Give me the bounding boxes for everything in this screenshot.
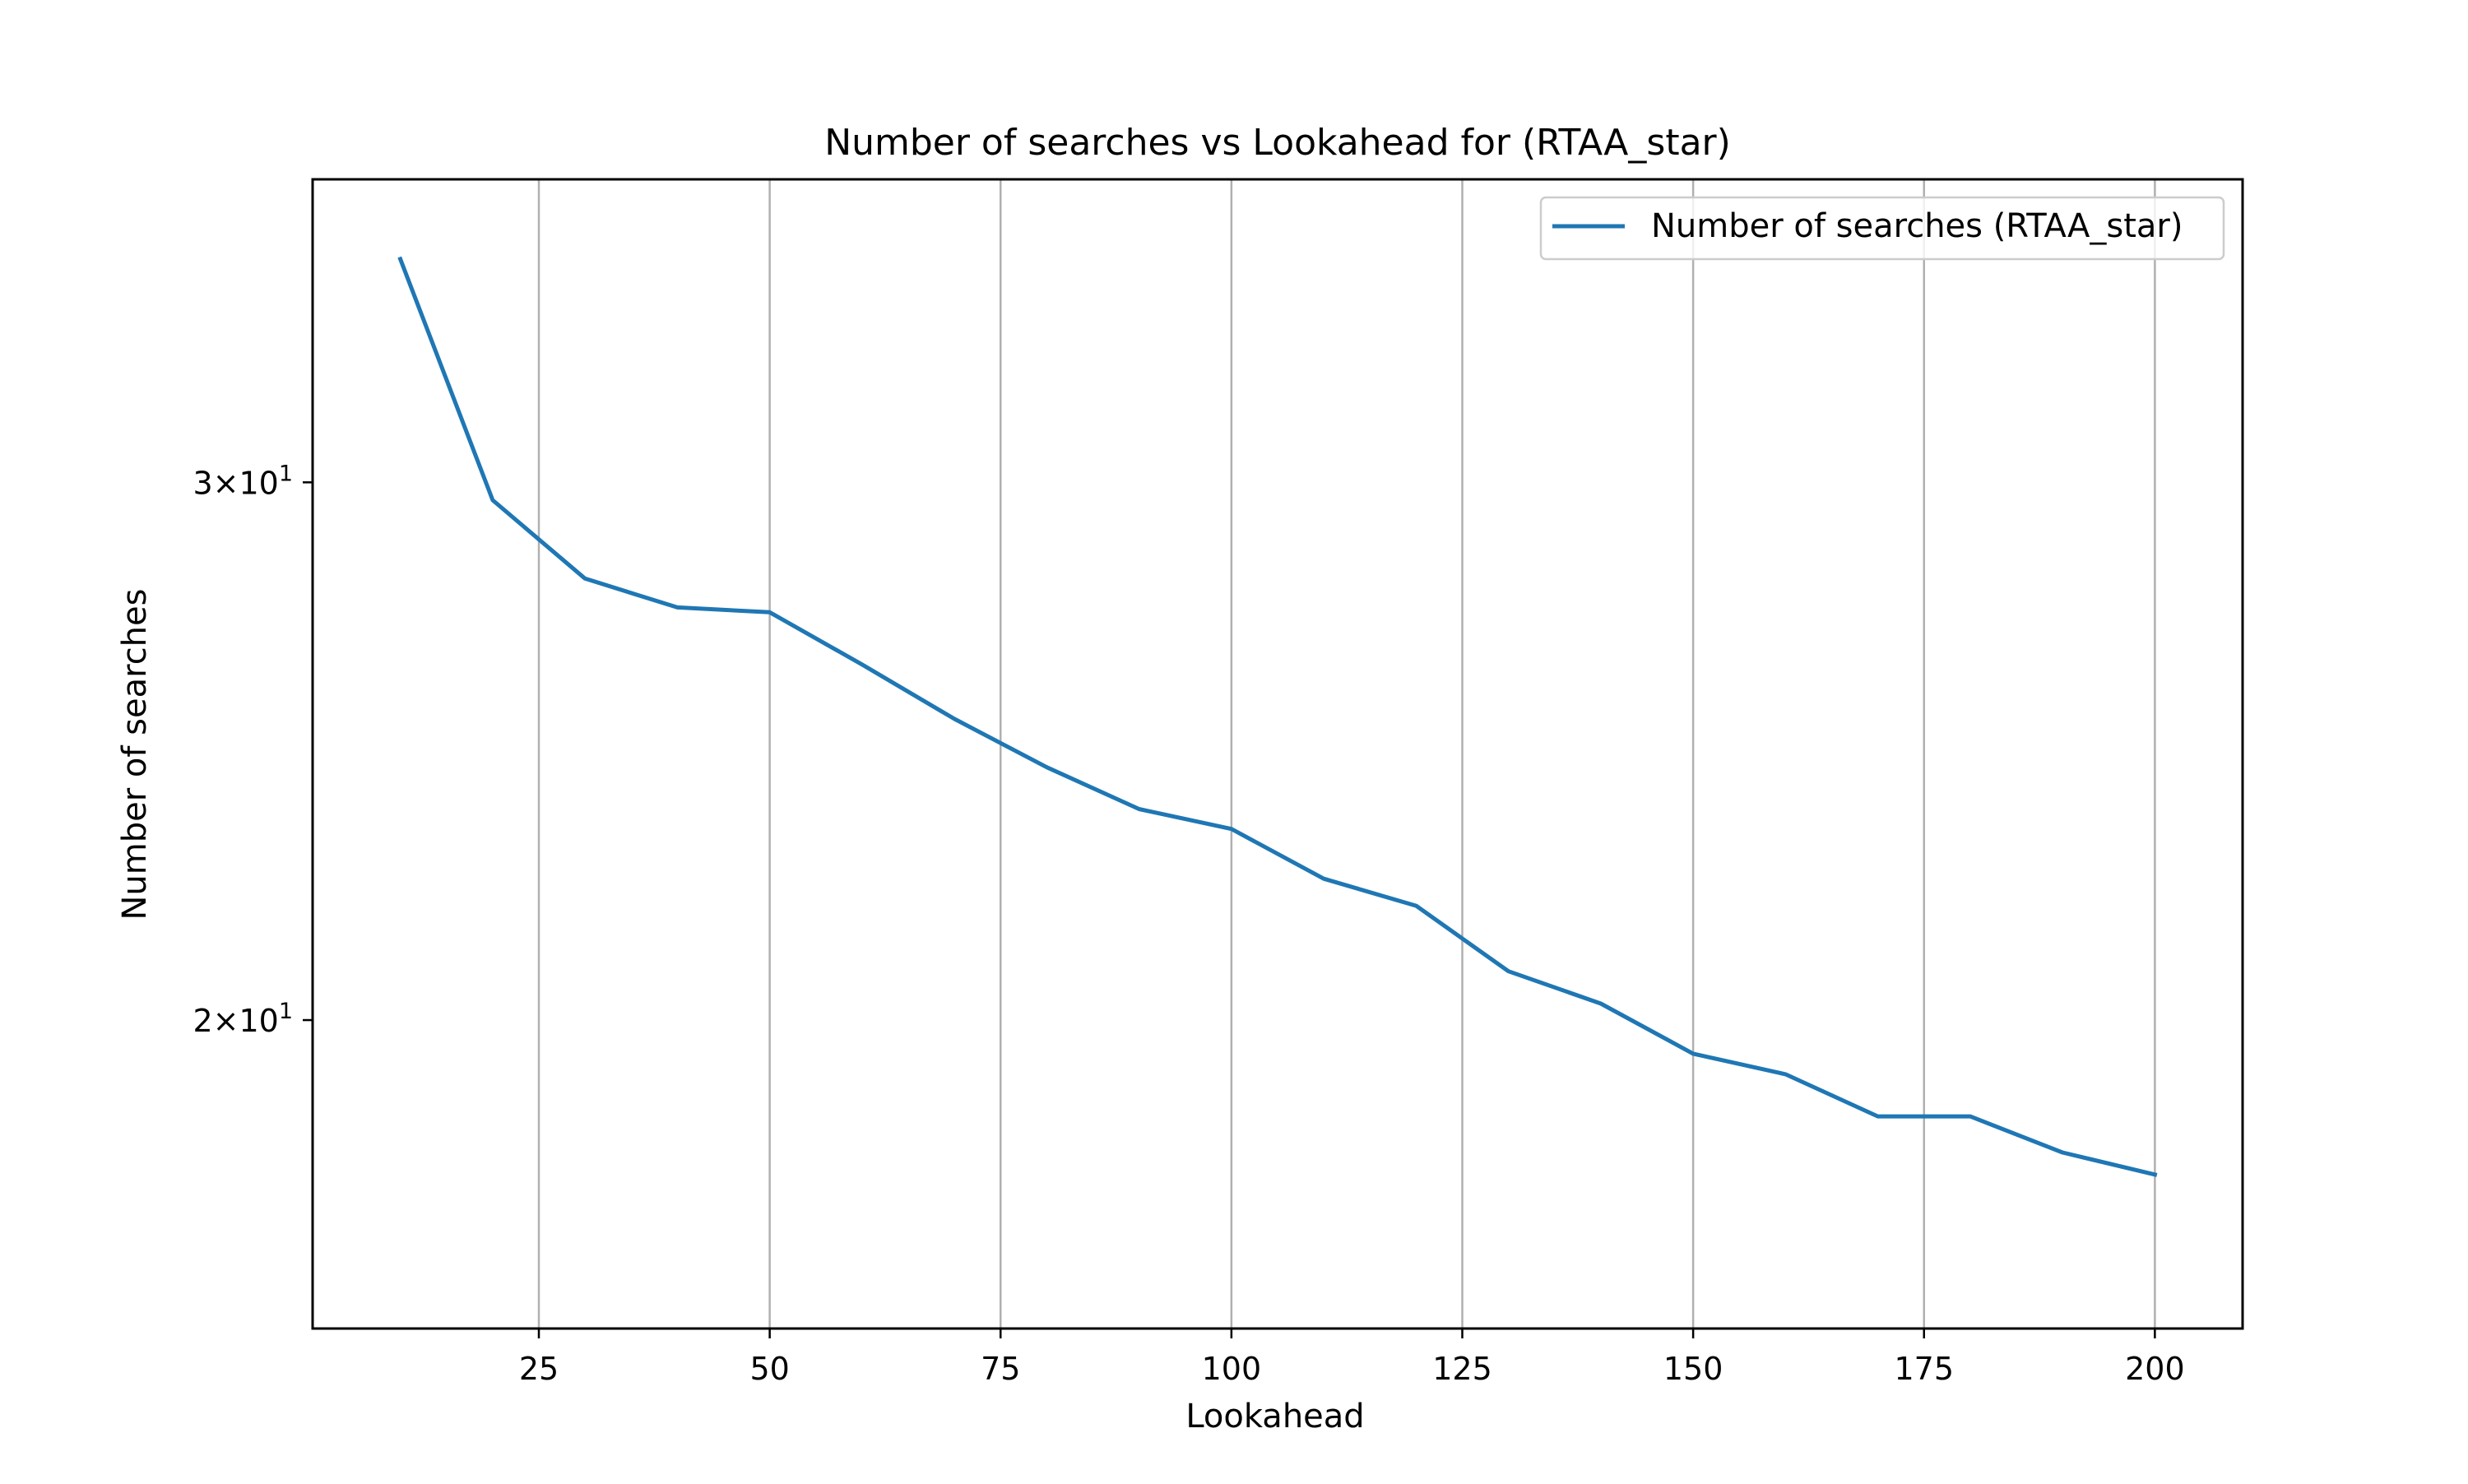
x-tick-label: 50	[749, 1351, 789, 1387]
x-tick-label: 100	[1202, 1351, 1262, 1387]
chart-title: Number of searches vs Lookahead for (RTA…	[824, 122, 1731, 164]
x-tick-label: 75	[981, 1351, 1020, 1387]
legend: Number of searches (RTAA_star)	[1541, 197, 2224, 259]
x-tick-label: 175	[1894, 1351, 1954, 1387]
x-tick-label: 125	[1432, 1351, 1492, 1387]
x-axis-label: Lookahead	[1185, 1398, 1364, 1435]
x-tick-label: 150	[1663, 1351, 1723, 1387]
y-axis-label: Number of searches	[116, 589, 154, 921]
x-tick-label: 25	[519, 1351, 559, 1387]
y-tick-label: 3×101	[193, 461, 293, 501]
y-tick-label: 2×101	[193, 999, 293, 1039]
x-tick-label: 200	[2125, 1351, 2185, 1387]
legend-label: Number of searches (RTAA_star)	[1651, 207, 2183, 245]
